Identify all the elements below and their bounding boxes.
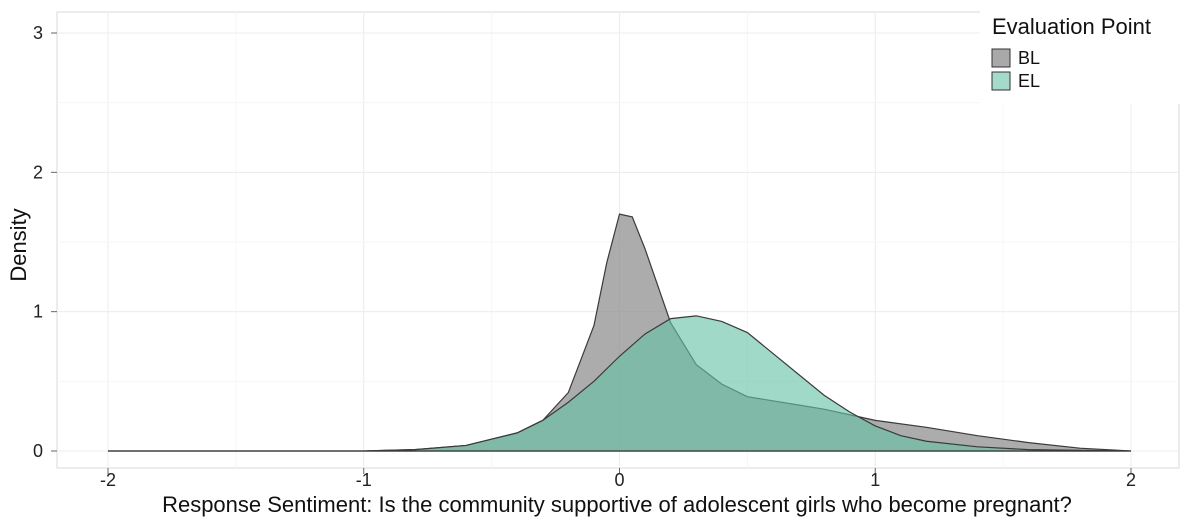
y-tick-label: 3 [33,23,43,43]
legend-background [980,0,1188,104]
x-tick-label: -1 [356,470,372,490]
legend-key-bl [991,48,1011,68]
density-areas [108,213,1132,452]
x-tick-label: 1 [870,470,880,490]
legend-label-bl: BL [1018,48,1040,68]
x-tick-label: 2 [1126,470,1136,490]
y-tick-label: 1 [33,302,43,322]
legend: Evaluation Point BL EL [980,0,1188,104]
legend-label-el: EL [1018,71,1040,91]
legend-key-el [991,71,1011,91]
x-tick-label: -2 [100,470,116,490]
x-tick-label: 0 [614,470,624,490]
legend-title: Evaluation Point [992,14,1151,39]
x-axis-title: Response Sentiment: Is the community sup… [162,492,1072,517]
y-tick-label: 0 [33,441,43,461]
density-area-el [108,315,1132,452]
y-tick-label: 2 [33,162,43,182]
y-axis-title: Density [6,208,31,281]
axis-layer: -2 -1 0 1 2 0 1 2 3 [33,23,1136,490]
